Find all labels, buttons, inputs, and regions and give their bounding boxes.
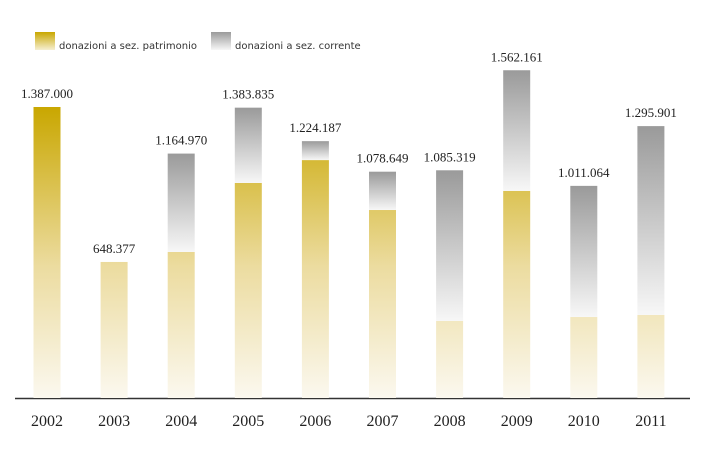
total-label: 1.295.901 <box>625 105 677 120</box>
bar-segment <box>637 126 665 315</box>
bar-segment <box>570 317 598 398</box>
x-tick-label: 2010 <box>568 413 600 430</box>
bar-segment <box>167 251 195 398</box>
bar-segment <box>436 321 464 398</box>
bar-segment <box>234 107 262 183</box>
x-tick-label: 2011 <box>635 413 666 430</box>
total-label: 1.164.970 <box>155 133 207 148</box>
bar-segment <box>637 314 665 398</box>
bar-segment <box>503 190 531 398</box>
total-label: 1.011.064 <box>558 165 610 180</box>
bar-segment <box>167 153 195 252</box>
bar-segment <box>436 170 464 322</box>
x-tick-label: 2009 <box>501 413 533 430</box>
total-label: 1.078.649 <box>357 151 409 166</box>
x-tick-label: 2004 <box>165 413 197 430</box>
total-label: 1.562.161 <box>491 49 543 64</box>
bar-segment <box>301 141 329 161</box>
x-tick-label: 2005 <box>232 413 264 430</box>
total-label: 648.377 <box>93 241 136 256</box>
bar-segment <box>503 70 531 191</box>
total-label: 1.224.187 <box>289 120 342 135</box>
total-label: 1.387.000 <box>21 86 73 101</box>
bar-segment <box>33 107 61 398</box>
bar-segment <box>234 182 262 398</box>
legend-swatch <box>211 32 231 50</box>
total-label: 1.383.835 <box>222 87 274 102</box>
legend-label: donazioni a sez. patrimonio <box>59 41 197 52</box>
x-tick-label: 2007 <box>367 413 399 430</box>
legend-label: donazioni a sez. corrente <box>235 41 361 52</box>
bar-segment <box>570 185 598 318</box>
bar-segment <box>100 261 128 398</box>
total-label: 1.085.319 <box>424 149 476 164</box>
x-tick-label: 2002 <box>31 413 63 430</box>
legend-swatch <box>35 32 55 50</box>
x-tick-label: 2008 <box>434 413 466 430</box>
bar-segment <box>369 171 396 211</box>
x-tick-label: 2006 <box>299 413 331 430</box>
bar-segment <box>301 160 329 398</box>
x-tick-label: 2003 <box>98 413 130 430</box>
bar-segment <box>369 210 396 398</box>
